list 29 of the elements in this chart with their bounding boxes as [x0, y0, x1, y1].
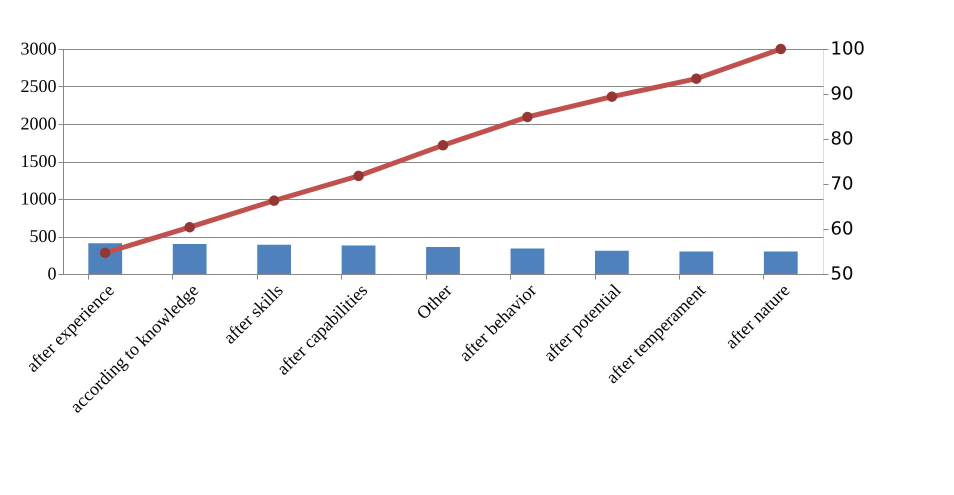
point	[522, 112, 533, 122]
bar	[426, 247, 460, 274]
y-tick-label: 3000	[20, 38, 56, 58]
y-tick-label: 2500	[20, 76, 56, 96]
y2-tick-label: 100	[830, 38, 865, 60]
point	[776, 44, 786, 54]
y2-tick-label: 60	[830, 218, 854, 240]
y-tick-label: 500	[30, 226, 56, 246]
y2-tick-label: 80	[830, 128, 854, 150]
bar	[172, 244, 207, 274]
y2-tick-label: 90	[830, 84, 854, 104]
y-tick-label: 0	[48, 264, 56, 284]
point	[268, 195, 280, 206]
bar	[595, 250, 629, 274]
y-tick-label: 2000	[20, 114, 56, 134]
point	[353, 170, 364, 182]
point	[184, 222, 195, 232]
y2-tick-label: 70	[830, 174, 854, 194]
bar	[764, 252, 798, 274]
y-tick-label: 1000	[20, 188, 56, 208]
y2-tick-label: 50	[830, 264, 854, 284]
point	[691, 73, 702, 84]
point	[606, 91, 618, 102]
bar	[679, 252, 714, 274]
bar	[510, 248, 544, 274]
bar	[342, 246, 376, 274]
point	[438, 140, 448, 151]
y-tick-label: 1500	[20, 151, 56, 171]
bar	[257, 244, 291, 274]
